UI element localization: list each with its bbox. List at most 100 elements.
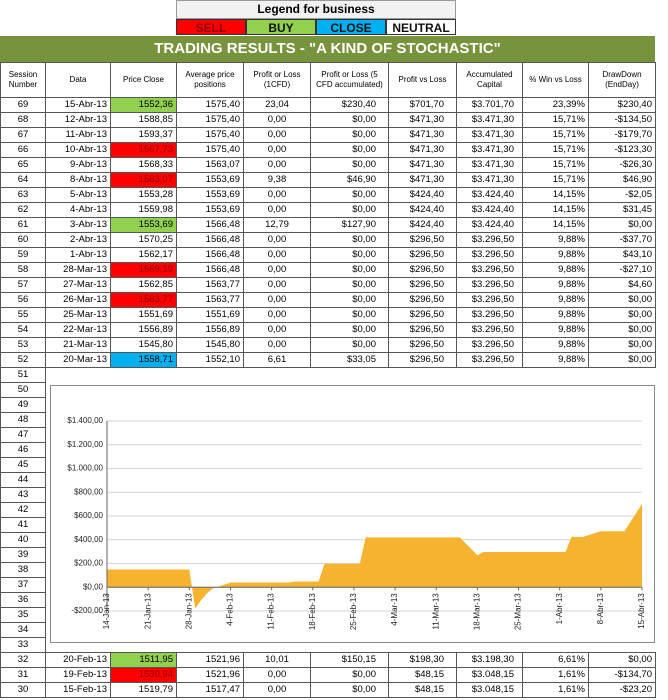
table-cell: $3.471,30 [456,142,523,158]
table-cell: $424,40 [388,202,457,218]
table-cell: 15,71% [522,127,589,143]
table-cell: 15-Feb-13 [45,682,111,698]
table-cell: 0,00 [243,127,311,143]
table-cell: 1553,69 [110,217,177,233]
table-cell: 15,71% [522,112,589,128]
table-row: 66 10-Abr-13 1567,73 1575,40 0,00 $0,00 $471,3… [0,142,656,158]
table-row: 63 5-Abr-13 1553,28 1553,69 0,00 $0,00 $424,40… [0,187,656,203]
table-cell: $471,30 [388,127,457,143]
table-row: 65 9-Abr-13 1568,33 1563,07 0,00 $0,00 $471,30… [0,157,656,173]
table-cell: 38 [0,562,46,578]
table-cell: $0,00 [310,322,389,338]
table-cell: $296,50 [388,337,457,353]
table-cell: 1519,79 [110,682,177,698]
results-table: Session Number Data Price Close Average pri… [0,62,656,698]
column-header: Data [45,62,111,98]
table-cell: 0,00 [243,112,311,128]
table-cell: $3.296,50 [456,247,523,263]
table-cell: 1563,07 [176,157,244,173]
table-cell: $0,00 [310,337,389,353]
column-header: Profit or Loss (5 CFD accumulated) [310,62,389,98]
table-cell: -$27,10 [588,262,656,278]
table-cell: 9,88% [522,262,589,278]
legend: Legend for business SELL BUY CLOSE NEUTRAL [176,0,456,35]
table-cell: 50 [0,382,46,398]
table-cell: $48,15 [388,667,457,683]
table-cell: 1545,80 [176,337,244,353]
legend-item: NEUTRAL [386,19,456,35]
table-cell: $48,15 [388,682,457,698]
empty-cell [244,368,311,383]
table-cell: $46,90 [310,172,389,188]
table-cell: 12-Abr-13 [45,112,111,128]
table-cell: $150,15 [310,652,389,668]
table-cell: $0,00 [588,322,656,338]
table-cell: 9,88% [522,307,589,323]
table-cell: 65 [0,157,46,173]
table-cell: 49 [0,397,46,413]
x-tick-label: 15-Abr-13 [637,593,646,629]
table-row: 52 20-Mar-13 1558,71 1552,10 6,61 $33,05 $296,… [0,352,656,368]
table-cell: 0,00 [243,202,311,218]
table-cell: $471,30 [388,157,457,173]
table-cell: 0,00 [243,262,311,278]
table-cell: $31,45 [588,202,656,218]
table-cell: $0,00 [310,667,389,683]
table-cell: $296,50 [388,352,457,368]
table-cell: 20-Mar-13 [45,352,111,368]
table-cell: $3.296,50 [456,322,523,338]
table-cell: 11-Abr-13 [45,127,111,143]
table-cell: 9,88% [522,277,589,293]
x-tick-label: 25-Feb-13 [349,593,358,630]
x-tick-label: 14-Jan-13 [102,593,111,630]
table-cell: $0,00 [310,127,389,143]
table-cell: 1552,36 [110,97,177,113]
table-cell: $0,00 [310,262,389,278]
table-row: 51 [0,367,656,383]
table-row: 64 8-Abr-13 1563,07 1553,69 9,38 $46,90 $471,3… [0,172,656,188]
table-cell: 61 [0,217,46,233]
table-cell: 12,79 [243,217,311,233]
table-cell: $0,00 [310,112,389,128]
table-cell: 0,00 [243,667,311,683]
empty-cell [46,368,111,383]
table-row: 57 27-Mar-13 1562,85 1563,77 0,00 $0,00 $296,5… [0,277,656,293]
table-cell: $230,40 [310,97,389,113]
table-cell: 32 [0,652,46,668]
table-cell: 14,15% [522,187,589,203]
table-cell: 1575,40 [176,127,244,143]
table-cell: 31 [0,667,46,683]
column-header: % Win vs Loss [522,62,589,98]
table-cell: $471,30 [388,142,457,158]
table-cell: 1521,96 [176,667,244,683]
table-cell: 5-Abr-13 [45,187,111,203]
table-cell: 3-Abr-13 [45,217,111,233]
table-cell: 26-Mar-13 [45,292,111,308]
table-cell: 9,88% [522,247,589,263]
table-cell: 30 [0,682,46,698]
table-cell: 34 [0,622,46,638]
table-cell: 28-Mar-13 [45,262,111,278]
column-header: Average price positions [176,62,244,98]
table-cell: $46,90 [588,172,656,188]
x-tick-label: 11-Mar-13 [431,593,440,630]
x-tick-label: 28-Jan-13 [184,593,193,630]
legend-item: BUY [246,19,316,35]
legend-item: SELL [176,19,246,35]
table-cell: -$23,20 [588,682,656,698]
table-cell: 1569,19 [110,262,177,278]
table-cell: $471,30 [388,172,457,188]
table-cell: $3.471,30 [456,127,523,143]
table-cell: $0,00 [588,337,656,353]
table-cell: $33,05 [310,352,389,368]
table-cell: 35 [0,607,46,623]
table-cell: -$37,70 [588,232,656,248]
table-cell: $3.424,40 [456,187,523,203]
table-cell: 41 [0,517,46,533]
table-cell: 1553,69 [176,202,244,218]
table-cell: 1,61% [522,682,589,698]
table-cell: $0,00 [310,157,389,173]
table-cell: 2-Abr-13 [45,232,111,248]
table-cell: 1568,33 [110,157,177,173]
table-cell: 57 [0,277,46,293]
